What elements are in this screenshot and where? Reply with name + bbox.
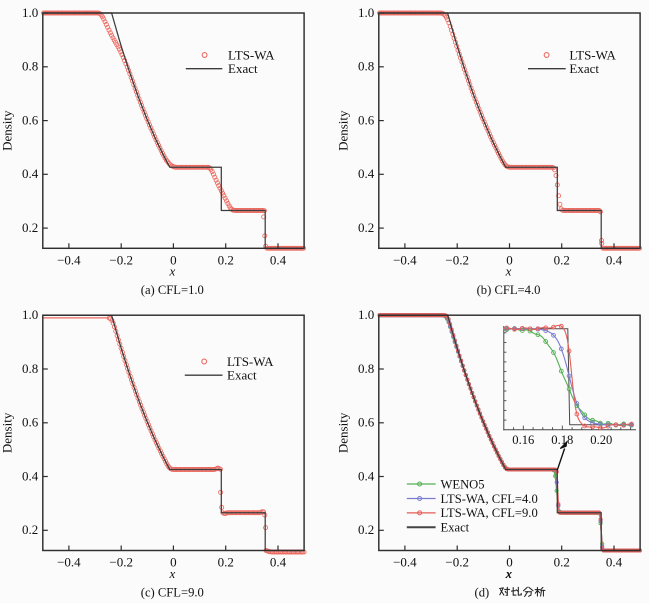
svg-text:0.6: 0.6	[22, 415, 39, 430]
svg-text:−0.2: −0.2	[109, 252, 133, 267]
svg-text:LTS-WA: LTS-WA	[227, 354, 274, 369]
svg-text:−0.4: −0.4	[57, 555, 81, 570]
svg-text:−0.2: −0.2	[445, 252, 469, 267]
svg-text:LTS-WA: LTS-WA	[228, 47, 275, 62]
svg-text:0.2: 0.2	[554, 252, 570, 267]
svg-text:0.4: 0.4	[358, 468, 375, 483]
svg-text:Density: Density	[0, 110, 14, 151]
svg-text:0: 0	[506, 555, 513, 570]
svg-text:0.2: 0.2	[22, 220, 38, 235]
svg-text:LTS-WA, CFL=9.0: LTS-WA, CFL=9.0	[441, 506, 538, 520]
svg-text:0.6: 0.6	[22, 113, 39, 128]
svg-text:0.2: 0.2	[218, 555, 234, 570]
svg-text:x: x	[169, 566, 176, 581]
svg-text:0.8: 0.8	[22, 59, 38, 74]
svg-text:LTS-WA: LTS-WA	[569, 47, 616, 62]
svg-text:0.8: 0.8	[358, 361, 374, 376]
svg-text:Exact: Exact	[569, 61, 599, 76]
svg-text:0.2: 0.2	[22, 522, 38, 537]
svg-text:0.2: 0.2	[358, 522, 374, 537]
svg-text:0.2: 0.2	[218, 252, 234, 267]
svg-text:0.6: 0.6	[358, 415, 375, 430]
svg-text:0.8: 0.8	[22, 361, 38, 376]
svg-text:x: x	[505, 566, 512, 581]
svg-text:0.4: 0.4	[270, 555, 287, 570]
svg-text:Density: Density	[335, 110, 350, 151]
svg-text:0.4: 0.4	[270, 252, 287, 267]
svg-text:0.4: 0.4	[358, 166, 375, 181]
svg-text:−0.4: −0.4	[393, 555, 417, 570]
svg-text:0: 0	[506, 252, 513, 267]
svg-text:0.2: 0.2	[358, 220, 374, 235]
svg-text:x: x	[505, 264, 512, 279]
svg-text:0.16: 0.16	[512, 433, 534, 447]
svg-text:(a) CFL=1.0: (a) CFL=1.0	[141, 283, 204, 297]
svg-text:Density: Density	[0, 412, 14, 453]
svg-text:0.4: 0.4	[606, 252, 623, 267]
svg-text:−0.2: −0.2	[109, 555, 133, 570]
svg-text:0.20: 0.20	[590, 433, 612, 447]
svg-text:0: 0	[170, 555, 177, 570]
svg-text:1.0: 1.0	[22, 307, 38, 322]
svg-text:Exact: Exact	[227, 368, 257, 383]
svg-text:x: x	[169, 264, 176, 279]
svg-text:−0.4: −0.4	[393, 252, 417, 267]
svg-text:0.8: 0.8	[358, 59, 374, 74]
svg-text:0.18: 0.18	[551, 433, 573, 447]
svg-text:0.6: 0.6	[358, 113, 375, 128]
svg-text:0.2: 0.2	[554, 555, 570, 570]
svg-text:Density: Density	[335, 412, 350, 453]
svg-text:1.0: 1.0	[358, 5, 374, 20]
svg-text:−0.2: −0.2	[445, 555, 469, 570]
svg-text:Exact: Exact	[228, 61, 258, 76]
svg-text:1.0: 1.0	[358, 307, 374, 322]
svg-text:−0.4: −0.4	[57, 252, 81, 267]
svg-text:(b) CFL=4.0: (b) CFL=4.0	[477, 283, 541, 297]
svg-text:(d): (d)	[475, 585, 490, 599]
svg-text:0.4: 0.4	[606, 555, 623, 570]
svg-text:0.4: 0.4	[22, 166, 39, 181]
svg-text:Exact: Exact	[441, 521, 470, 535]
svg-text:WENO5: WENO5	[441, 477, 485, 491]
svg-text:LTS-WA, CFL=4.0: LTS-WA, CFL=4.0	[441, 492, 538, 506]
svg-text:1.0: 1.0	[22, 5, 38, 20]
svg-text:x: x	[505, 566, 512, 581]
svg-text:0: 0	[170, 252, 177, 267]
svg-text:(c) CFL=9.0: (c) CFL=9.0	[141, 585, 204, 599]
svg-text:0.4: 0.4	[22, 468, 39, 483]
